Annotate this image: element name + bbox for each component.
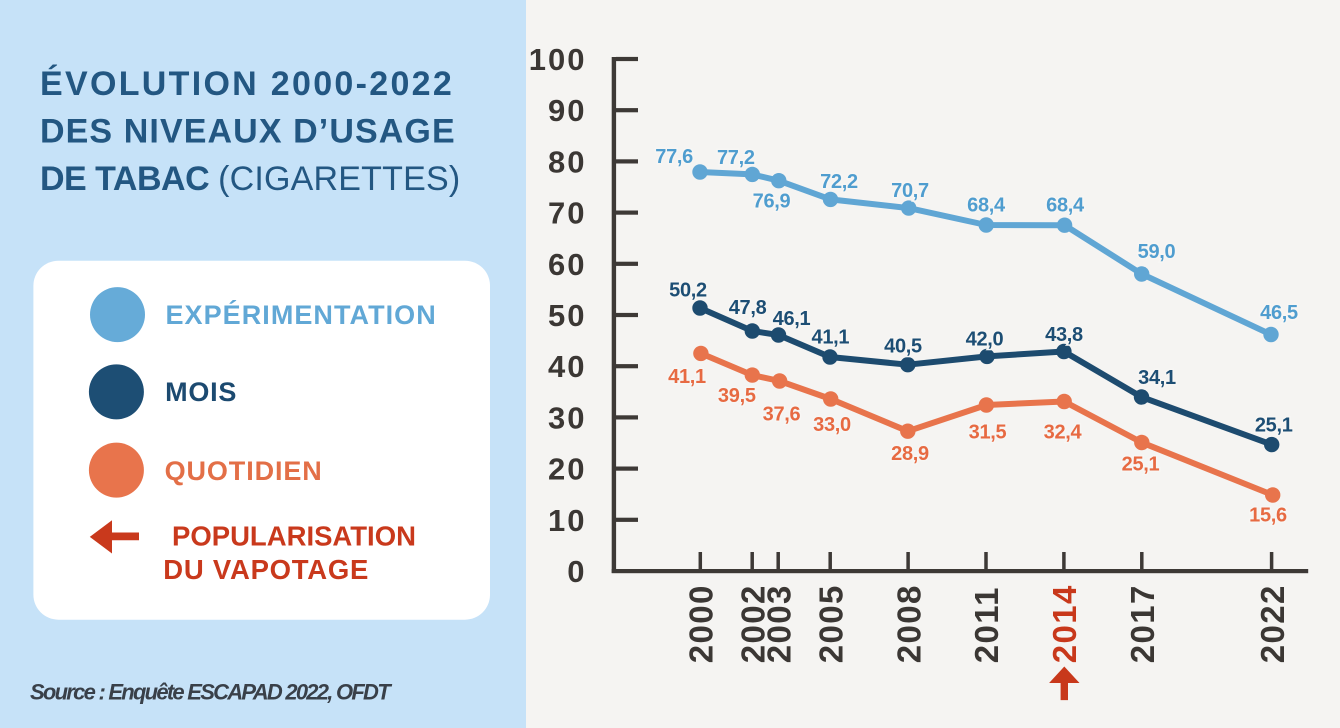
svg-text:70,7: 70,7 bbox=[891, 180, 929, 202]
svg-text:41,1: 41,1 bbox=[812, 327, 850, 349]
svg-text:25,1: 25,1 bbox=[1122, 454, 1160, 476]
svg-text:46,5: 46,5 bbox=[1260, 302, 1298, 324]
svg-text:34,1: 34,1 bbox=[1138, 367, 1176, 389]
svg-text:2008: 2008 bbox=[890, 584, 927, 663]
svg-text:70: 70 bbox=[548, 196, 586, 231]
svg-text:90: 90 bbox=[548, 93, 586, 128]
svg-text:100: 100 bbox=[529, 42, 587, 77]
svg-text:DES NIVEAUX D’USAGE: DES NIVEAUX D’USAGE bbox=[40, 112, 456, 150]
svg-text:37,6: 37,6 bbox=[763, 404, 801, 426]
svg-text:2017: 2017 bbox=[1124, 584, 1161, 663]
svg-text:2002: 2002 bbox=[734, 584, 771, 663]
svg-text:QUOTIDIEN: QUOTIDIEN bbox=[165, 456, 323, 486]
svg-text:39,5: 39,5 bbox=[718, 385, 756, 407]
svg-text:31,5: 31,5 bbox=[969, 422, 1007, 444]
svg-text:2003: 2003 bbox=[760, 584, 797, 663]
svg-text:68,4: 68,4 bbox=[967, 195, 1006, 217]
svg-text:68,4: 68,4 bbox=[1046, 195, 1085, 217]
svg-text:2005: 2005 bbox=[812, 584, 849, 663]
svg-text:60: 60 bbox=[548, 247, 586, 282]
svg-text:33,0: 33,0 bbox=[813, 414, 851, 436]
svg-text:40: 40 bbox=[548, 349, 586, 384]
svg-text:2022: 2022 bbox=[1254, 584, 1291, 663]
svg-text:77,2: 77,2 bbox=[717, 147, 755, 169]
svg-text:47,8: 47,8 bbox=[729, 297, 767, 319]
svg-text:80: 80 bbox=[548, 144, 586, 179]
svg-text:50,2: 50,2 bbox=[669, 280, 707, 302]
svg-text:72,2: 72,2 bbox=[820, 171, 858, 193]
svg-text:DU VAPOTAGE: DU VAPOTAGE bbox=[163, 554, 369, 585]
svg-text:77,6: 77,6 bbox=[655, 146, 693, 168]
svg-text:40,5: 40,5 bbox=[884, 335, 922, 357]
svg-text:2000: 2000 bbox=[683, 584, 720, 663]
svg-text:2014: 2014 bbox=[1046, 584, 1083, 663]
svg-text:10: 10 bbox=[548, 503, 586, 538]
svg-text:15,6: 15,6 bbox=[1249, 504, 1287, 526]
svg-text:20: 20 bbox=[548, 452, 586, 487]
svg-text:32,4: 32,4 bbox=[1044, 422, 1083, 444]
svg-text:59,0: 59,0 bbox=[1138, 241, 1176, 263]
svg-text:MOIS: MOIS bbox=[165, 377, 237, 407]
svg-text:2011: 2011 bbox=[968, 586, 1005, 663]
svg-text:POPULARISATION: POPULARISATION bbox=[172, 520, 416, 551]
svg-text:50: 50 bbox=[548, 298, 586, 333]
svg-text:25,1: 25,1 bbox=[1255, 415, 1293, 437]
svg-text:46,1: 46,1 bbox=[773, 308, 811, 330]
svg-text:42,0: 42,0 bbox=[966, 328, 1004, 350]
svg-text:43,8: 43,8 bbox=[1045, 324, 1083, 346]
svg-text:30: 30 bbox=[548, 400, 586, 435]
svg-text:76,9: 76,9 bbox=[753, 191, 791, 213]
svg-text:ÉVOLUTION 2000-2022: ÉVOLUTION 2000-2022 bbox=[40, 65, 454, 103]
svg-text:41,1: 41,1 bbox=[668, 366, 706, 388]
svg-text:0: 0 bbox=[567, 554, 586, 589]
svg-text:Source : Enquête ESCAPAD 2022,: Source : Enquête ESCAPAD 2022, OFDT bbox=[30, 679, 392, 704]
svg-text:28,9: 28,9 bbox=[891, 443, 929, 465]
svg-text:DE TABAC (CIGARETTES): DE TABAC (CIGARETTES) bbox=[40, 160, 460, 198]
svg-text:EXPÉRIMENTATION: EXPÉRIMENTATION bbox=[166, 299, 437, 330]
